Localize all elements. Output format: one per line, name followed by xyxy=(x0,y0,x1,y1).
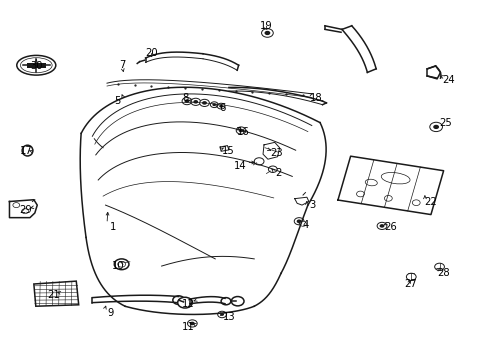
Text: 17: 17 xyxy=(20,146,32,156)
Text: 26: 26 xyxy=(384,222,396,232)
Text: 23: 23 xyxy=(269,148,282,158)
Circle shape xyxy=(296,220,301,223)
Polygon shape xyxy=(34,281,79,306)
Circle shape xyxy=(189,321,194,325)
Text: 16: 16 xyxy=(236,127,249,136)
Text: 21: 21 xyxy=(47,291,60,301)
Circle shape xyxy=(254,158,264,165)
Text: 4: 4 xyxy=(302,220,308,230)
Ellipse shape xyxy=(20,58,52,73)
Circle shape xyxy=(379,224,384,228)
Circle shape xyxy=(432,125,438,129)
Text: 7: 7 xyxy=(119,60,125,70)
Circle shape xyxy=(217,311,226,318)
Text: 2: 2 xyxy=(275,168,281,178)
Text: 30: 30 xyxy=(30,61,42,71)
Circle shape xyxy=(193,100,198,104)
Text: 6: 6 xyxy=(219,103,225,113)
Circle shape xyxy=(429,122,442,132)
Circle shape xyxy=(13,203,20,208)
Text: 27: 27 xyxy=(403,279,416,289)
Circle shape xyxy=(202,101,206,105)
Circle shape xyxy=(221,298,230,305)
Circle shape xyxy=(299,221,306,226)
Text: 25: 25 xyxy=(438,118,451,128)
Text: 10: 10 xyxy=(111,261,124,271)
Circle shape xyxy=(114,259,129,270)
Text: 1: 1 xyxy=(109,222,116,231)
Text: 9: 9 xyxy=(107,308,113,318)
FancyBboxPatch shape xyxy=(26,63,46,68)
Text: 13: 13 xyxy=(222,312,235,322)
Text: 5: 5 xyxy=(114,96,121,106)
Circle shape xyxy=(184,99,189,103)
Circle shape xyxy=(199,99,209,107)
Circle shape xyxy=(238,129,243,132)
Text: 29: 29 xyxy=(20,206,32,216)
Text: 28: 28 xyxy=(436,267,449,278)
Circle shape xyxy=(212,103,216,106)
Text: 22: 22 xyxy=(424,197,436,207)
Text: 12: 12 xyxy=(182,299,194,309)
Circle shape xyxy=(220,313,224,316)
Circle shape xyxy=(172,296,184,305)
Ellipse shape xyxy=(381,172,409,184)
Circle shape xyxy=(434,263,444,270)
Circle shape xyxy=(406,273,415,280)
Ellipse shape xyxy=(22,145,33,156)
Circle shape xyxy=(268,166,277,172)
Circle shape xyxy=(231,297,244,306)
Text: 3: 3 xyxy=(309,200,315,210)
Text: 11: 11 xyxy=(182,322,194,332)
Circle shape xyxy=(236,127,245,134)
Circle shape xyxy=(177,297,192,308)
Circle shape xyxy=(21,209,28,214)
Ellipse shape xyxy=(365,179,377,186)
Circle shape xyxy=(118,261,125,267)
Text: 19: 19 xyxy=(260,21,272,31)
Text: 20: 20 xyxy=(145,48,158,58)
Text: 14: 14 xyxy=(234,161,246,171)
Circle shape xyxy=(219,105,223,108)
Ellipse shape xyxy=(17,55,56,75)
Circle shape xyxy=(182,98,191,105)
Circle shape xyxy=(190,98,200,105)
Circle shape xyxy=(187,320,197,327)
Text: 24: 24 xyxy=(441,75,454,85)
Text: 8: 8 xyxy=(183,93,189,103)
Circle shape xyxy=(376,222,386,229)
Circle shape xyxy=(411,200,419,206)
Circle shape xyxy=(384,195,391,201)
Circle shape xyxy=(261,29,273,37)
Circle shape xyxy=(217,103,224,109)
Text: 15: 15 xyxy=(222,146,234,156)
Text: 18: 18 xyxy=(309,93,321,103)
Circle shape xyxy=(264,31,270,35)
Circle shape xyxy=(356,191,364,197)
Circle shape xyxy=(210,102,218,108)
Circle shape xyxy=(294,218,304,225)
